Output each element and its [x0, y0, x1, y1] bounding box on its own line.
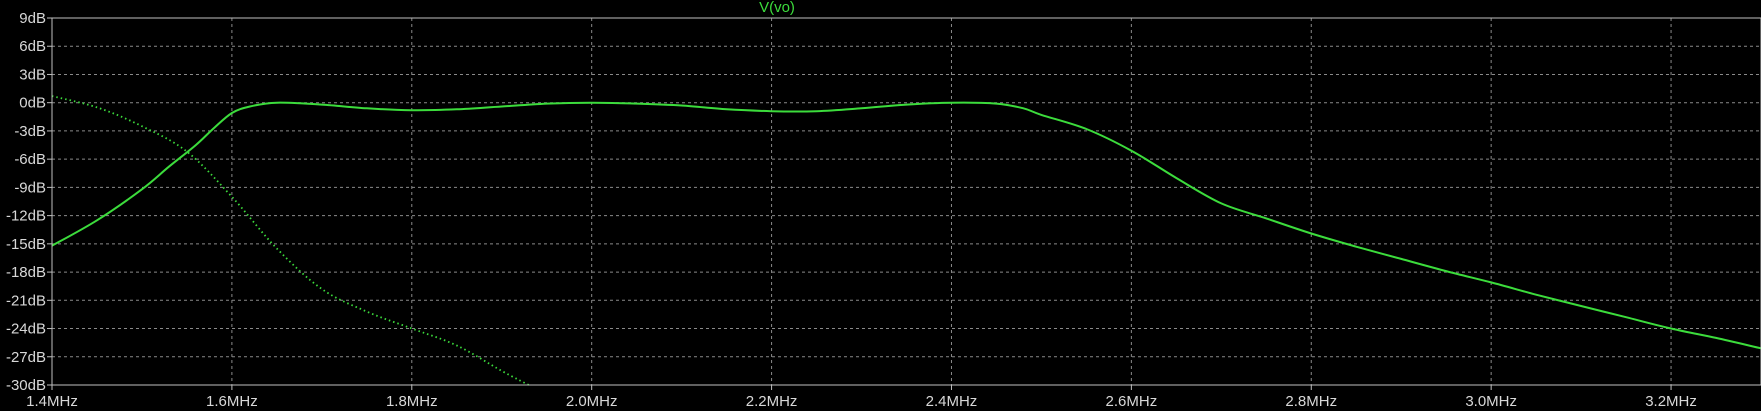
x-tick-label: 1.8MHz — [386, 393, 438, 410]
x-tick-label: 3.0MHz — [1465, 393, 1517, 410]
y-tick-label: 6dB — [19, 38, 46, 55]
x-tick-label: 1.6MHz — [206, 393, 258, 410]
x-tick-label: 2.6MHz — [1106, 393, 1158, 410]
y-tick-label: -12dB — [6, 208, 46, 225]
y-tick-label: -6dB — [14, 151, 46, 168]
series-layer — [51, 95, 1761, 386]
y-tick-label: 0dB — [19, 95, 46, 112]
grid-lines — [52, 18, 1761, 385]
y-tick-label: 3dB — [19, 66, 46, 83]
y-tick-label: -21dB — [6, 292, 46, 309]
x-tick-label: 1.4MHz — [26, 393, 78, 410]
series-line-magnitude — [51, 101, 1761, 350]
x-tick-label: 2.2MHz — [746, 393, 798, 410]
series-line-phase — [51, 95, 530, 386]
y-tick-label: -30dB — [6, 377, 46, 394]
y-tick-label: -18dB — [6, 264, 46, 281]
y-tick-label: -24dB — [6, 321, 46, 338]
y-tick-label: -9dB — [14, 179, 46, 196]
tick-labels: 9dB 6dB 3dB 0dB -3dB -6dB -9dB -12dB -15dB -18dB -… — [6, 10, 1697, 410]
y-tick-label: -15dB — [6, 236, 46, 253]
y-tick-label: -3dB — [14, 123, 46, 140]
y-tick-label: 9dB — [19, 10, 46, 27]
x-tick-label: 2.8MHz — [1285, 393, 1337, 410]
x-tick-label: 2.4MHz — [926, 393, 978, 410]
y-tick-label: -27dB — [6, 349, 46, 366]
x-tick-label: 2.0MHz — [566, 393, 618, 410]
chart-title: V(vo) — [759, 0, 795, 16]
x-tick-label: 3.2MHz — [1645, 393, 1697, 410]
plot-frame — [51, 17, 1761, 386]
